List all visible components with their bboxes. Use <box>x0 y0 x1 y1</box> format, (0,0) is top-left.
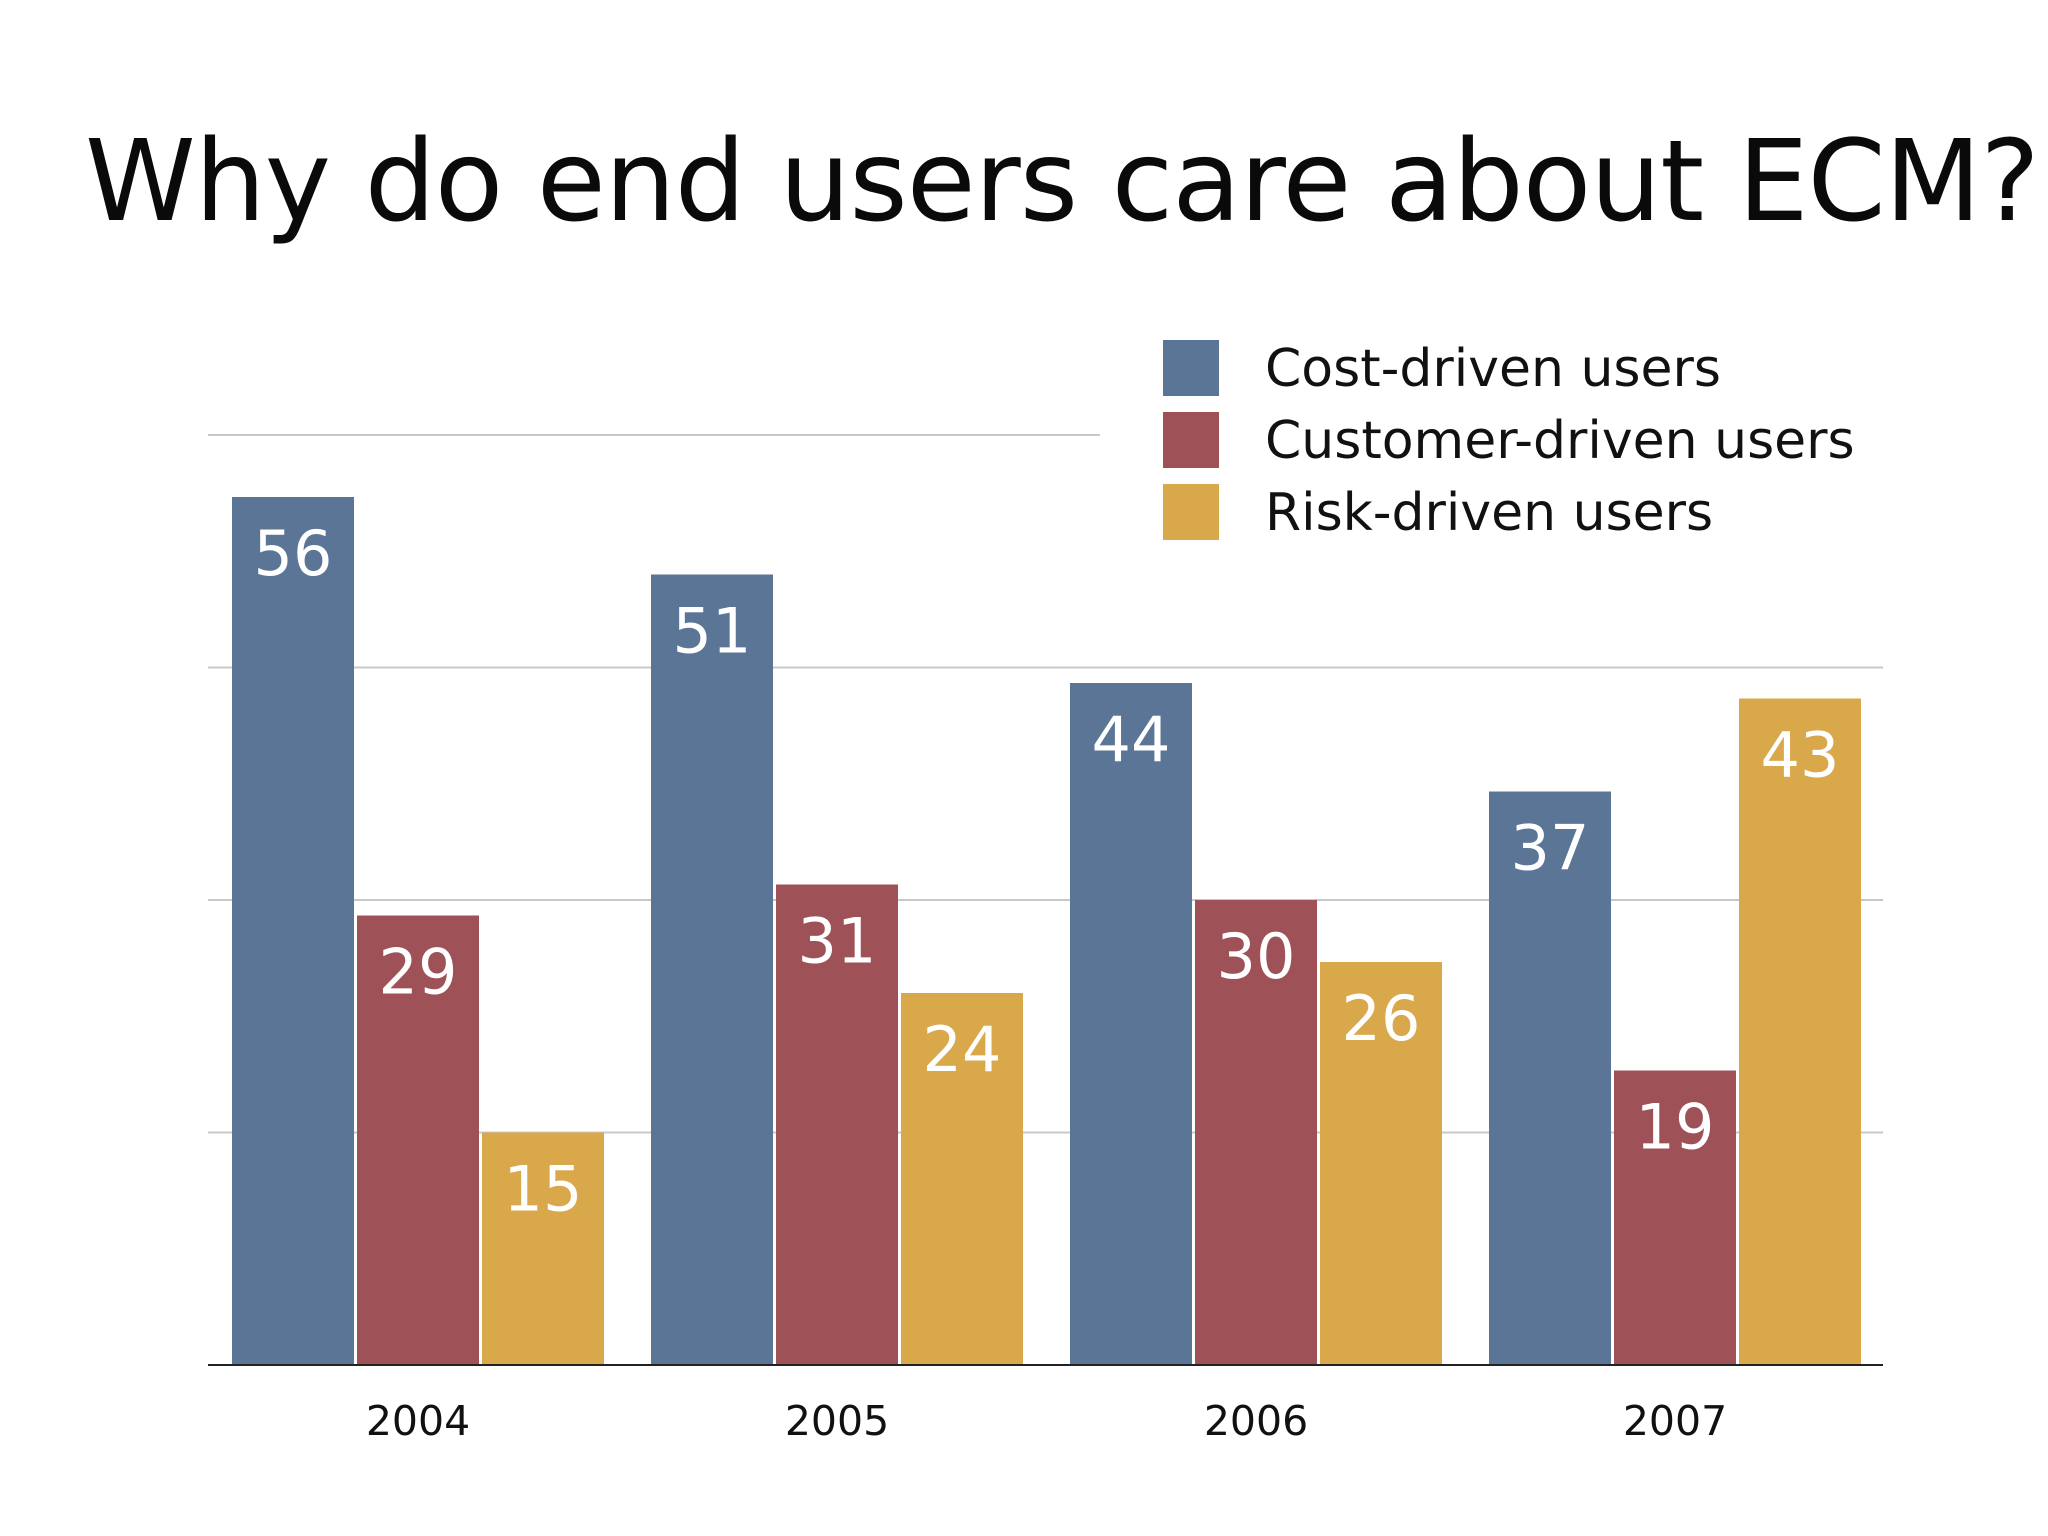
x-tick-label-2006: 2006 <box>1204 1397 1308 1445</box>
x-tick-label-2007: 2007 <box>1623 1397 1727 1445</box>
legend-label-risk-driven-users: Risk-driven users <box>1265 483 1713 543</box>
bar-risk-driven-users-2006 <box>1320 962 1442 1365</box>
x-tick-label-2005: 2005 <box>785 1397 889 1445</box>
legend-swatch-risk-driven-users <box>1163 484 1219 540</box>
legend: Cost-driven users Customer-driven users Ri… <box>1163 339 1855 543</box>
value-label-risk-driven-users-2005: 24 <box>923 1013 1002 1086</box>
value-label-risk-driven-users-2007: 43 <box>1761 719 1840 792</box>
bar-risk-driven-users-2007 <box>1739 698 1861 1365</box>
legend-label-customer-driven-users: Customer-driven users <box>1265 411 1855 471</box>
legend-swatch-cost-driven-users <box>1163 340 1219 396</box>
value-label-customer-driven-users-2007: 19 <box>1636 1091 1715 1164</box>
x-tick-label-2004: 2004 <box>366 1397 470 1445</box>
value-label-customer-driven-users-2004: 29 <box>379 936 458 1009</box>
value-label-customer-driven-users-2005: 31 <box>798 905 877 978</box>
bar-cost-driven-users-2007 <box>1489 791 1611 1365</box>
bar-cost-driven-users-2005 <box>651 574 773 1365</box>
bar-customer-driven-users-2005 <box>776 884 898 1365</box>
x-axis: 2004 2005 2006 2007 <box>208 1364 1883 1445</box>
value-label-cost-driven-users-2005: 51 <box>673 595 752 668</box>
value-label-risk-driven-users-2004: 15 <box>504 1153 583 1226</box>
value-label-cost-driven-users-2006: 44 <box>1092 703 1171 776</box>
legend-label-cost-driven-users: Cost-driven users <box>1265 339 1721 399</box>
value-label-risk-driven-users-2006: 26 <box>1342 982 1421 1055</box>
bar-cost-driven-users-2004 <box>232 497 354 1365</box>
bar-risk-driven-users-2004 <box>482 1132 604 1365</box>
bars <box>232 497 1861 1365</box>
bar-customer-driven-users-2007 <box>1614 1070 1736 1365</box>
slide-title: Why do end users care about ECM? <box>85 117 2040 247</box>
value-label-customer-driven-users-2006: 30 <box>1217 920 1296 993</box>
bar-cost-driven-users-2006 <box>1070 683 1192 1365</box>
bar-customer-driven-users-2006 <box>1195 900 1317 1365</box>
value-label-cost-driven-users-2004: 56 <box>254 517 333 590</box>
bar-value-labels: 56 29 15 51 31 24 44 30 26 37 19 43 <box>254 517 1840 1226</box>
value-label-cost-driven-users-2007: 37 <box>1511 812 1590 885</box>
legend-swatch-customer-driven-users <box>1163 412 1219 468</box>
bar-risk-driven-users-2005 <box>901 993 1023 1365</box>
bar-customer-driven-users-2004 <box>357 915 479 1365</box>
